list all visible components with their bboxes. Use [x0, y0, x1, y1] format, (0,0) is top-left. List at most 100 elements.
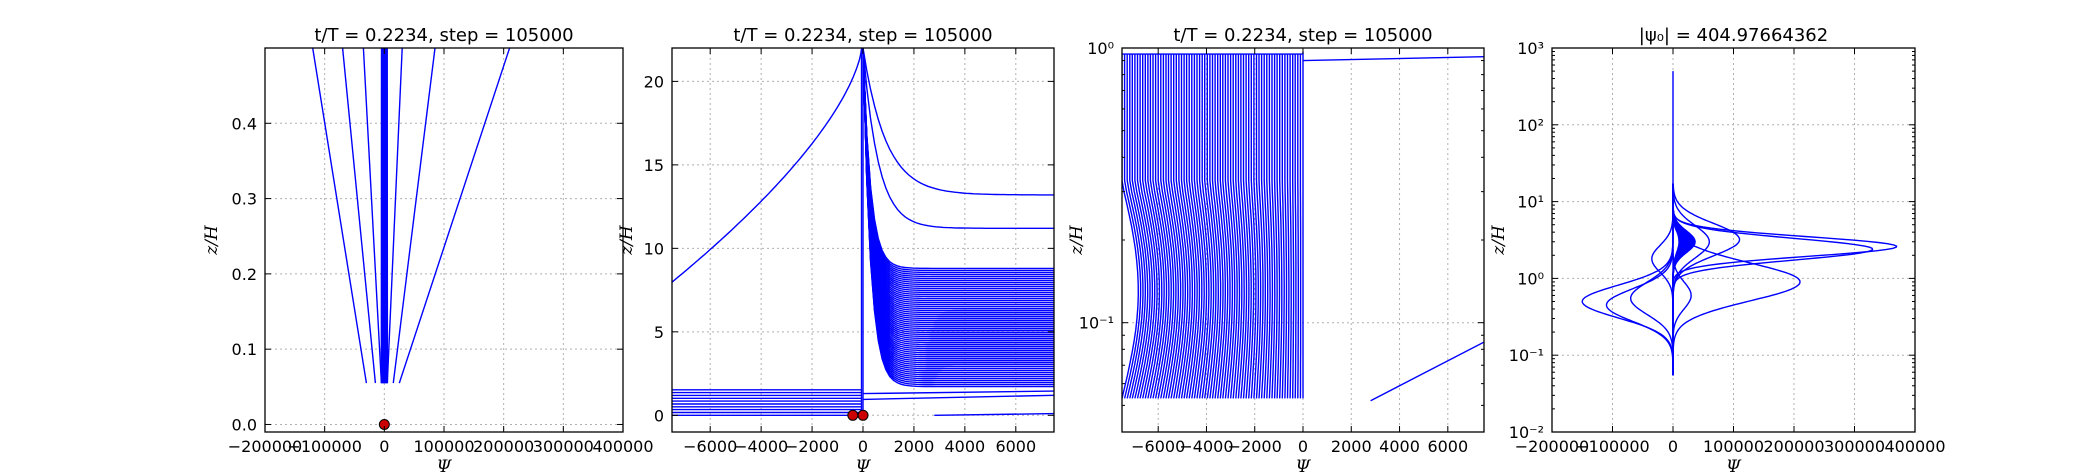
x-tick-label: −4000: [734, 437, 788, 456]
profile-curve: [1136, 54, 1154, 399]
subplot-2-ylabel: z/H: [617, 224, 637, 256]
subplot-4-curves: [1581, 71, 1898, 376]
x-tick-label: 100000: [413, 437, 474, 456]
y-tick-label: 10³: [1517, 39, 1544, 58]
profile-curve: [1235, 54, 1243, 399]
x-tick-label: 6000: [995, 437, 1036, 456]
profile-curve: [1131, 54, 1149, 399]
profile-curve: [862, 48, 1054, 362]
profile-curve: [1672, 183, 1898, 376]
x-tick-label: 2000: [1331, 437, 1372, 456]
profile-curve: [1245, 54, 1252, 399]
y-tick-label: 0.3: [232, 190, 257, 209]
profile-curve: [862, 48, 1054, 294]
profile-curve: [1672, 183, 1696, 376]
subplot-2-curves: [672, 48, 1054, 421]
subplot-3-ticks: −6000−4000−2000 0 2000 4000 6000 10⁻¹ 10⁰: [1079, 39, 1484, 456]
subplot-3-title: t/T = 0.2234, step = 105000: [1173, 25, 1432, 46]
profile-curve: [1229, 54, 1238, 399]
y-tick-label: 10⁻¹: [1509, 346, 1544, 365]
profile-curve: [1214, 54, 1224, 399]
profile-curve: [1268, 54, 1274, 399]
x-tick-label: 2000: [894, 437, 935, 456]
x-tick-label: −200000: [1515, 437, 1589, 456]
profile-curve: [1253, 54, 1259, 399]
profile-curve: [1250, 54, 1257, 399]
y-tick-label: 5: [654, 323, 664, 342]
x-tick-label: 100000: [1703, 437, 1764, 456]
profile-curve: [934, 412, 1054, 416]
profile-curve: [1276, 54, 1281, 399]
profile-curve: [1222, 54, 1231, 399]
profile-curve: [862, 48, 1054, 344]
subplot-1-xlabel: Ψ: [437, 457, 453, 475]
profile-curve: [862, 48, 1054, 380]
profile-curve: [1170, 54, 1184, 399]
profile-curve: [862, 48, 1054, 284]
y-tick-label: 10¹: [1517, 193, 1544, 212]
profile-curve: [1266, 54, 1271, 399]
profile-curve: [862, 48, 1054, 278]
profile-curve: [1123, 54, 1142, 399]
x-tick-label: 300000: [533, 437, 594, 456]
profile-curve: [862, 48, 1054, 368]
profile-curve: [862, 48, 1054, 280]
profile-curve: [1196, 54, 1208, 399]
x-tick-label: 0: [1298, 437, 1308, 456]
profile-curve: [1211, 54, 1222, 399]
x-tick-label: −200000: [228, 437, 302, 456]
profile-curve: [862, 48, 1054, 330]
profile-curve: [1242, 54, 1250, 399]
profile-curve: [1165, 54, 1180, 399]
profile-curve: [1279, 54, 1283, 399]
profile-curve: [862, 48, 1054, 366]
profile-curve: [1292, 54, 1295, 399]
marker-point: [857, 409, 869, 421]
profile-curve: [862, 48, 1054, 302]
profile-curve: [1284, 54, 1288, 399]
profile-curve: [1180, 54, 1194, 399]
profile-curve: [862, 48, 1054, 306]
x-tick-label: 0: [379, 437, 389, 456]
profile-curve: [862, 48, 1054, 338]
y-tick-label: 20: [644, 72, 664, 91]
profile-curve: [862, 48, 1054, 372]
profile-curve: [862, 48, 1054, 316]
profile-curve: [862, 48, 1054, 336]
profile-curve: [1154, 54, 1170, 399]
profile-curve: [862, 48, 1054, 312]
subplot-2-title: t/T = 0.2234, step = 105000: [733, 25, 992, 46]
y-tick-label: 15: [644, 156, 664, 175]
profile-curve: [862, 394, 1054, 401]
profile-curve: [862, 48, 1054, 286]
x-tick-label: 4000: [1379, 437, 1420, 456]
profile-curve: [1149, 54, 1165, 399]
profile-curve: [862, 48, 1054, 386]
profile-curve: [862, 48, 1054, 370]
profile-curve: [1217, 54, 1226, 399]
y-tick-label: 10⁰: [1087, 39, 1114, 58]
subplot-2-frame: [671, 47, 1055, 433]
profile-curve: [1126, 54, 1144, 399]
y-tick-label: 0: [654, 406, 664, 425]
profile-line: [392, 48, 436, 384]
profile-curve: [1263, 54, 1269, 399]
profile-curve: [1240, 54, 1248, 399]
x-tick-label: 6000: [1427, 437, 1468, 456]
profile-curve: [862, 48, 1054, 354]
profile-curve: [1581, 183, 1674, 376]
profile-curve: [1605, 183, 1674, 376]
subplot-4-frame: [1551, 47, 1916, 433]
profile-curve: [1178, 54, 1191, 399]
profile-curve: [862, 48, 1054, 378]
subplot-3-xlabel: Ψ: [1296, 457, 1312, 475]
profile-curve: [1219, 54, 1229, 399]
profile-curve: [862, 48, 1054, 300]
x-tick-label: −4000: [1179, 437, 1233, 456]
profile-curve: [862, 48, 1054, 328]
x-tick-label: −2000: [1228, 437, 1282, 456]
profile-line: [362, 48, 383, 384]
profile-curve: [862, 48, 1054, 276]
